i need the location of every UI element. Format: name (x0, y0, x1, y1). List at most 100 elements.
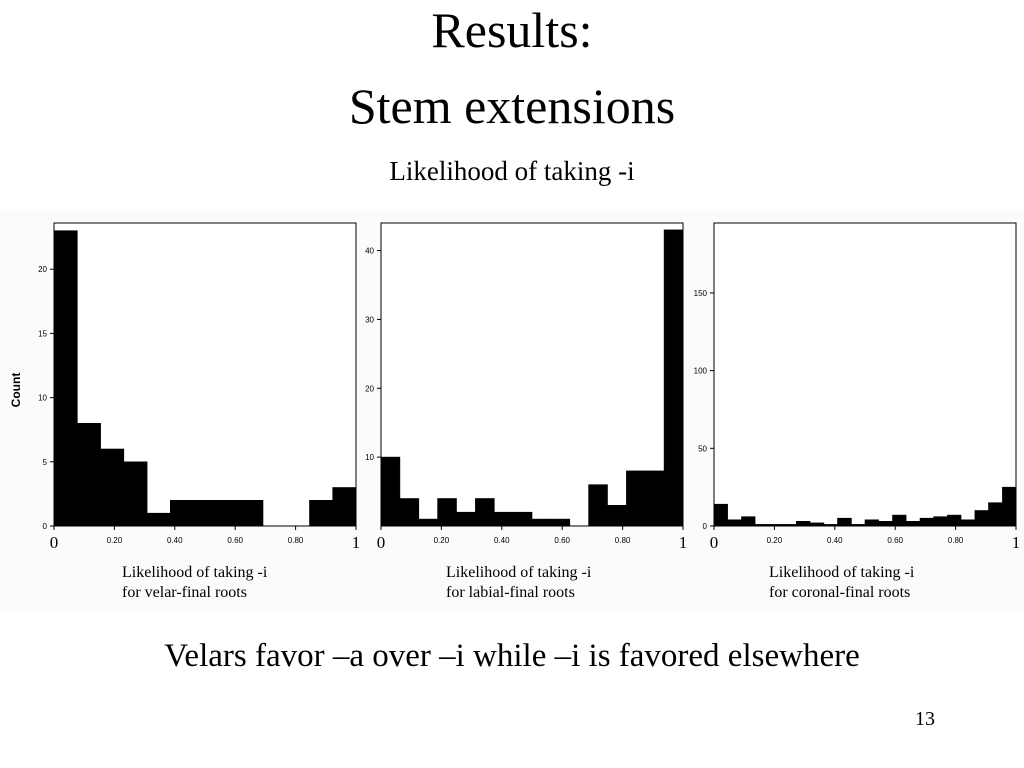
velar-histogram: 0 5 10 15 20 0 0.20 0.40 0.60 0.80 1 Count Likeli… (9, 222, 361, 601)
velar-y-ticks: 0 5 10 15 20 (38, 265, 54, 531)
velar-x-tick-label: 0 (50, 533, 59, 552)
labial-bar (550, 518, 571, 527)
labial-bar (475, 498, 495, 527)
coronal-bar (851, 524, 866, 527)
velar-x-tick-label: 0.20 (107, 536, 123, 545)
labial-bar (607, 504, 627, 527)
coronal-bar (741, 516, 756, 527)
coronal-x-tick-label: 0.60 (887, 536, 903, 545)
velar-bar (170, 499, 194, 527)
coronal-bar (933, 516, 948, 527)
velar-bar (193, 499, 217, 527)
labial-y-tick-label: 40 (365, 247, 374, 256)
labial-x-label-line1: Likelihood of taking -i (446, 564, 592, 581)
coronal-bar (809, 522, 825, 527)
labial-x-label-line2: for labial-final roots (446, 584, 575, 601)
coronal-histogram: 0 50 100 150 0 0.20 0.40 0.60 0.80 1 Likelihood … (694, 222, 1021, 601)
coronal-bar (768, 524, 783, 527)
labial-x-tick-label: 0 (377, 533, 386, 552)
velar-bar (309, 499, 334, 527)
coronal-bar (878, 520, 893, 527)
velar-bar (100, 448, 125, 527)
velar-bar (239, 499, 264, 527)
coronal-y-tick-label: 150 (694, 289, 708, 298)
velar-bar (332, 487, 357, 527)
labial-bar (418, 518, 438, 527)
velar-bar (123, 461, 148, 527)
coronal-x-tick-label: 0.20 (767, 536, 783, 545)
velar-x-label-line2: for velar-final roots (122, 584, 247, 601)
velar-bar (77, 423, 101, 527)
page-number: 13 (915, 708, 935, 730)
coronal-bar (988, 502, 1003, 527)
labial-bar (644, 470, 665, 527)
coronal-bar (782, 524, 797, 527)
coronal-y-tick-label: 0 (703, 522, 708, 531)
coronal-bar (727, 519, 742, 527)
velar-x-tick-label: 1 (352, 533, 361, 552)
coronal-bar (713, 503, 728, 527)
coronal-bars (713, 486, 1017, 527)
labial-bar (493, 511, 514, 527)
labial-bar (663, 229, 684, 527)
slide-title-line2: Stem extensions (348, 78, 676, 134)
velar-x-label-line1: Likelihood of taking -i (122, 564, 268, 581)
coronal-x-tick-label: 0.40 (827, 536, 843, 545)
coronal-x-tick-label: 0.80 (948, 536, 964, 545)
y-axis-label: Count (9, 373, 23, 408)
coronal-bar (796, 520, 811, 527)
labial-bar (399, 498, 420, 527)
velar-y-tick-label: 15 (38, 329, 47, 338)
labial-bars (380, 229, 684, 527)
velar-x-ticks: 0 0.20 0.40 0.60 0.80 1 (50, 526, 361, 552)
labial-x-tick-label: 0.80 (615, 536, 631, 545)
labial-bar (531, 518, 552, 527)
coronal-bar (919, 517, 934, 527)
velar-bar (53, 230, 78, 527)
coronal-y-tick-label: 100 (694, 367, 708, 376)
labial-y-ticks: 10 20 30 40 (365, 247, 381, 462)
velar-y-tick-label: 20 (38, 265, 47, 274)
labial-bar (380, 456, 401, 527)
velar-y-tick-label: 10 (38, 394, 47, 403)
coronal-bar (864, 519, 879, 527)
histogram-figure: 0 5 10 15 20 0 0.20 0.40 0.60 0.80 1 Count Likeli… (0, 210, 1024, 610)
velar-x-tick-label: 0.60 (227, 536, 243, 545)
velar-bar (216, 499, 241, 527)
coronal-x-ticks: 0 0.20 0.40 0.60 0.80 1 (710, 526, 1021, 552)
labial-y-tick-label: 10 (365, 453, 374, 462)
labial-histogram: 10 20 30 40 0 0.20 0.40 0.60 0.80 1 Likelihood o… (365, 222, 688, 601)
coronal-y-tick-label: 50 (698, 444, 707, 453)
coronal-bar (960, 519, 976, 527)
labial-x-tick-label: 1 (679, 533, 688, 552)
labial-bar (588, 484, 608, 527)
slide-title-line1: Results: (431, 2, 593, 58)
coronal-plot-frame (713, 222, 1017, 527)
coronal-y-ticks: 0 50 100 150 (694, 289, 714, 531)
coronal-x-label-line2: for coronal-final roots (769, 584, 910, 601)
labial-bar (437, 498, 457, 527)
labial-x-tick-label: 0.40 (494, 536, 510, 545)
coronal-bar (754, 524, 770, 527)
velar-y-tick-label: 5 (43, 458, 48, 467)
velar-bars (53, 230, 357, 527)
velar-y-tick-label: 0 (43, 522, 48, 531)
coronal-bar (974, 510, 989, 527)
labial-y-tick-label: 30 (365, 315, 374, 324)
coronal-bar (947, 514, 962, 527)
labial-bar (512, 511, 533, 527)
coronal-bar (892, 514, 907, 527)
labial-bar (626, 470, 646, 527)
labial-y-tick-label: 20 (365, 384, 374, 393)
coronal-x-tick-label: 1 (1012, 533, 1021, 552)
velar-x-tick-label: 0.40 (167, 536, 183, 545)
labial-x-ticks: 0 0.20 0.40 0.60 0.80 1 (377, 526, 688, 552)
velar-x-tick-label: 0.80 (288, 536, 304, 545)
coronal-bar (1002, 486, 1017, 527)
coronal-bar (905, 520, 921, 527)
labial-x-tick-label: 0.60 (554, 536, 570, 545)
coronal-bar (837, 517, 852, 527)
coronal-x-label-line1: Likelihood of taking -i (769, 564, 915, 581)
slide-caption: Velars favor –a over –i while –i is favo… (164, 638, 860, 674)
